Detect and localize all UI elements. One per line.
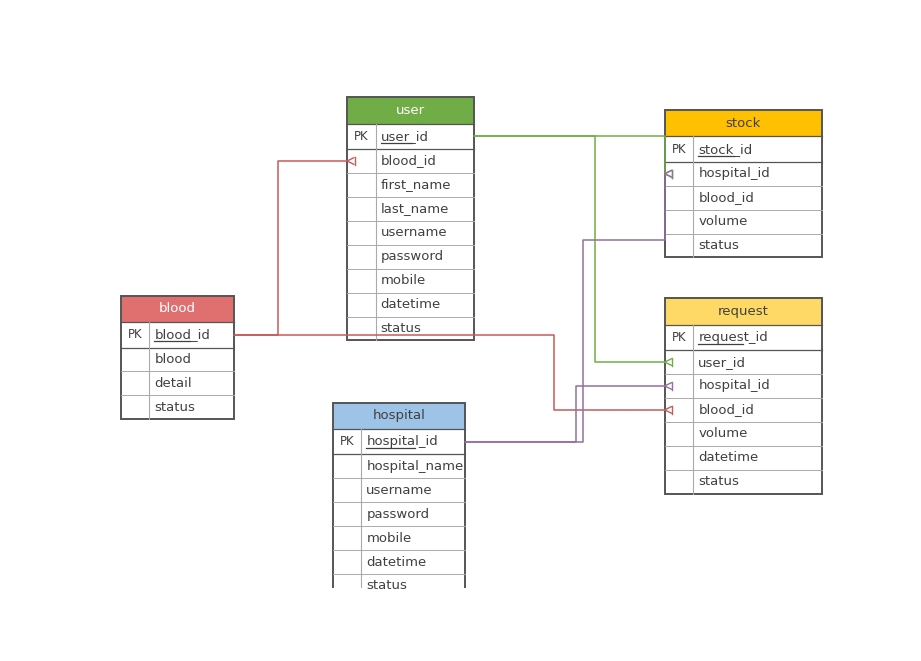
- Text: hospital: hospital: [372, 409, 426, 422]
- Text: status: status: [698, 475, 740, 488]
- Text: blood_id: blood_id: [380, 155, 437, 167]
- Bar: [347, 293, 474, 317]
- Text: first_name: first_name: [380, 178, 451, 192]
- Text: blood: blood: [155, 353, 192, 366]
- Bar: [665, 446, 822, 470]
- Text: request: request: [717, 305, 769, 318]
- Bar: [665, 398, 822, 422]
- Text: datetime: datetime: [698, 451, 759, 464]
- Bar: [665, 136, 822, 162]
- Bar: [332, 526, 465, 550]
- Text: volume: volume: [698, 427, 748, 440]
- Bar: [347, 124, 474, 149]
- Bar: [665, 422, 822, 446]
- Bar: [665, 233, 822, 258]
- Bar: [332, 403, 465, 429]
- Bar: [665, 350, 822, 374]
- Bar: [121, 371, 234, 395]
- Text: stock_id: stock_id: [698, 143, 752, 155]
- Text: PK: PK: [671, 331, 686, 344]
- Bar: [665, 186, 822, 210]
- Text: password: password: [367, 508, 429, 521]
- Text: volume: volume: [698, 215, 748, 228]
- Text: datetime: datetime: [367, 556, 426, 568]
- Text: username: username: [367, 484, 433, 497]
- Text: hospital_id: hospital_id: [698, 379, 770, 393]
- Text: stock: stock: [726, 116, 761, 130]
- Bar: [347, 97, 474, 124]
- Text: detail: detail: [155, 377, 192, 390]
- Text: PK: PK: [671, 143, 686, 155]
- Text: PK: PK: [354, 130, 368, 143]
- Bar: [347, 173, 474, 197]
- Bar: [121, 295, 234, 322]
- Bar: [332, 479, 465, 502]
- Bar: [665, 374, 822, 398]
- Bar: [347, 268, 474, 293]
- Text: blood: blood: [158, 302, 196, 315]
- Text: blood_id: blood_id: [698, 191, 754, 204]
- Bar: [665, 162, 822, 186]
- Text: blood_id: blood_id: [698, 403, 754, 416]
- Text: PK: PK: [128, 329, 143, 341]
- Bar: [332, 574, 465, 598]
- Text: status: status: [155, 401, 195, 414]
- Text: PK: PK: [340, 435, 355, 448]
- Text: last_name: last_name: [380, 202, 449, 215]
- Bar: [347, 197, 474, 221]
- Bar: [665, 298, 822, 325]
- Text: datetime: datetime: [380, 298, 441, 311]
- Text: password: password: [380, 251, 444, 263]
- Text: username: username: [380, 226, 448, 239]
- Text: status: status: [698, 239, 740, 252]
- Bar: [347, 245, 474, 268]
- Text: mobile: mobile: [367, 531, 412, 545]
- Text: status: status: [367, 580, 407, 592]
- Text: mobile: mobile: [380, 274, 426, 287]
- Bar: [665, 325, 822, 350]
- Bar: [121, 395, 234, 419]
- Text: hospital_name: hospital_name: [367, 460, 463, 473]
- Bar: [121, 322, 234, 348]
- Bar: [347, 317, 474, 340]
- Bar: [665, 110, 822, 258]
- Text: user: user: [396, 104, 426, 117]
- Bar: [121, 348, 234, 371]
- Bar: [332, 502, 465, 526]
- Text: hospital_id: hospital_id: [698, 167, 770, 180]
- Bar: [332, 454, 465, 479]
- Bar: [347, 221, 474, 245]
- Bar: [332, 429, 465, 454]
- Bar: [665, 210, 822, 233]
- Bar: [332, 403, 465, 598]
- Bar: [665, 470, 822, 494]
- Bar: [347, 149, 474, 173]
- Text: user_id: user_id: [380, 130, 428, 143]
- Bar: [347, 97, 474, 340]
- Text: request_id: request_id: [698, 331, 768, 344]
- Bar: [665, 110, 822, 136]
- Text: status: status: [380, 322, 422, 335]
- Text: blood_id: blood_id: [155, 329, 210, 341]
- Text: user_id: user_id: [698, 356, 746, 369]
- Text: hospital_id: hospital_id: [367, 435, 438, 448]
- Bar: [332, 550, 465, 574]
- Bar: [665, 298, 822, 494]
- Bar: [121, 295, 234, 419]
